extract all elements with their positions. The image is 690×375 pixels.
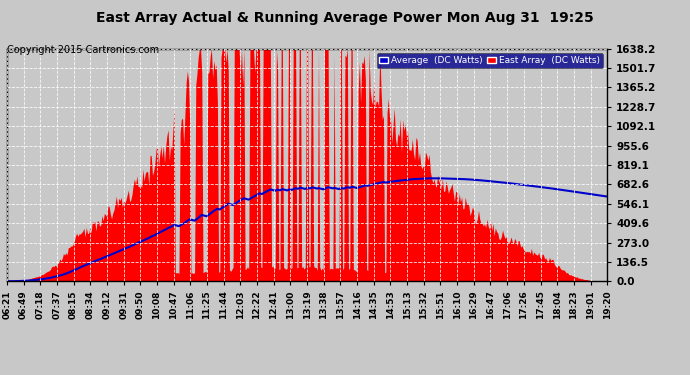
Text: Copyright 2015 Cartronics.com: Copyright 2015 Cartronics.com xyxy=(7,45,159,55)
Text: East Array Actual & Running Average Power Mon Aug 31  19:25: East Array Actual & Running Average Powe… xyxy=(96,11,594,25)
Legend: Average  (DC Watts), East Array  (DC Watts): Average (DC Watts), East Array (DC Watts… xyxy=(377,53,602,68)
